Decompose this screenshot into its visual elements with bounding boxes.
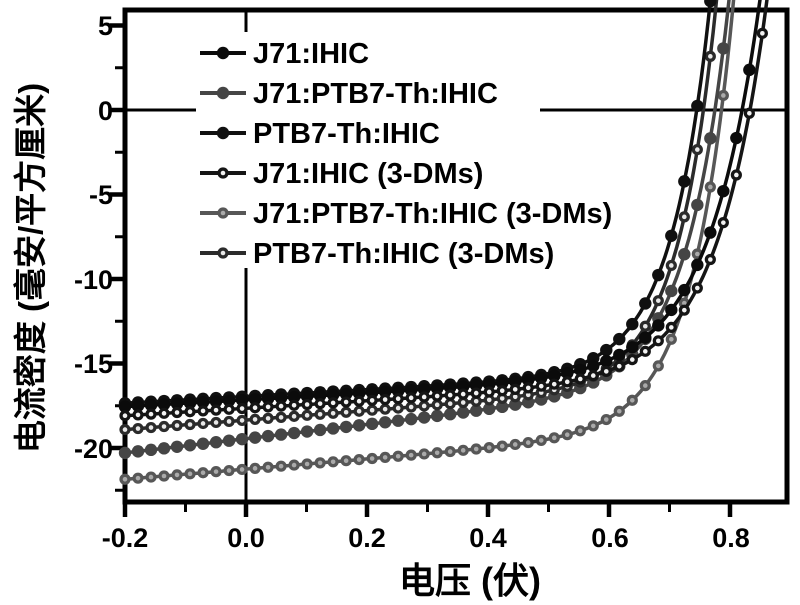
y-tick-label-0: 5 xyxy=(98,11,113,41)
x-tick-label-1: 0.0 xyxy=(227,523,265,553)
legend-item-ptb7-th-ihic: PTB7-Th:IHIC xyxy=(253,118,440,150)
legend-item-j71-ptb7-th-ihic: J71:PTB7-Th:IHIC xyxy=(253,78,498,110)
x-tick-label-2: 0.2 xyxy=(348,523,386,553)
y-tick-label-4: -15 xyxy=(74,349,113,379)
curve-4 xyxy=(119,0,736,485)
legend-background xyxy=(196,32,540,268)
x-tick-labels: -0.2 0.0 0.2 0.4 0.6 0.8 xyxy=(102,523,750,553)
x-axis-label: 电压 (伏) xyxy=(399,560,541,601)
x-tick-label-4: 0.6 xyxy=(591,523,629,553)
y-tick-label-3: -10 xyxy=(74,265,113,295)
curve-3 xyxy=(119,0,769,422)
curves xyxy=(118,0,769,485)
plot-frame xyxy=(122,7,790,505)
legend-item-ptb7-th-ihic-3dms: PTB7-Th:IHIC (3-DMs) xyxy=(253,238,554,270)
x-tick-label-5: 0.8 xyxy=(712,523,750,553)
y-tick-labels: 5 0 -5 -10 -15 -20 xyxy=(74,11,113,464)
x-tick-label-3: 0.4 xyxy=(469,523,507,553)
y-axis-label: 电流密度 (毫安/平方厘米) xyxy=(12,83,49,453)
legend-item-j71-ihic: J71:IHIC xyxy=(253,38,369,70)
y-tick-label-1: 0 xyxy=(98,96,113,126)
legend-item-j71-ihic-3dms: J71:IHIC (3-DMs) xyxy=(253,158,483,190)
y-tick-label-5: -20 xyxy=(74,434,113,464)
legend-symbols xyxy=(200,46,246,259)
y-tick-label-2: -5 xyxy=(89,180,113,210)
x-tick-label-0: -0.2 xyxy=(102,523,149,553)
legend: J71:IHIC J71:PTB7-Th:IHIC PTB7-Th:IHIC J… xyxy=(196,32,612,270)
legend-item-j71-ptb7-th-ihic-3dms: J71:PTB7-Th:IHIC (3-DMs) xyxy=(253,198,612,230)
